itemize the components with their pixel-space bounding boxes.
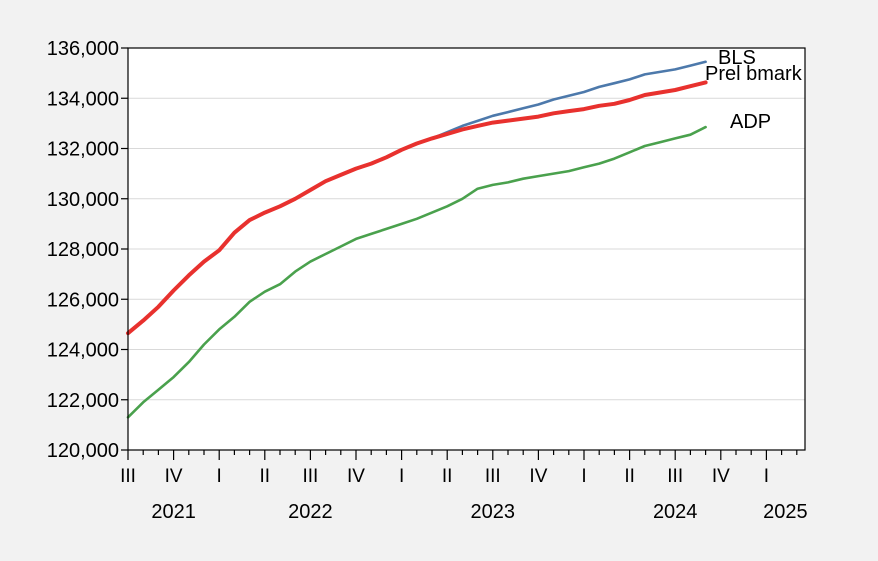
series-lines [126, 60, 708, 419]
x-quarter-label: IV [347, 466, 365, 487]
x-quarter-label: I [764, 466, 769, 487]
x-year-label: 2022 [288, 501, 333, 523]
y-tick-label: 122,000 [47, 390, 119, 412]
x-quarter-label: I [217, 466, 222, 487]
y-tick-label: 124,000 [47, 340, 119, 362]
x-quarter-label: III [485, 466, 501, 487]
y-tick-label: 130,000 [47, 189, 119, 211]
series-label-adp: ADP [730, 111, 771, 133]
x-quarter-label: III [120, 466, 136, 487]
x-quarter-label: III [302, 466, 318, 487]
x-year-label: 2023 [471, 501, 516, 523]
series-end-labels: BLS Prel bmark ADP [705, 47, 803, 133]
plot-frame [127, 47, 806, 451]
x-quarter-label: III [667, 466, 683, 487]
x-quarter-label: I [399, 466, 404, 487]
x-quarter-label: IV [529, 466, 547, 487]
y-tick-label: 134,000 [47, 88, 119, 110]
x-quarter-label: II [260, 466, 271, 487]
y-tick-label: 128,000 [47, 239, 119, 261]
axis-tick-labels: 136,000 134,000 132,000 130,000 128,000 126,0… [47, 38, 808, 523]
series-label-bls: BLS [718, 47, 756, 69]
x-year-label: 2025 [763, 501, 808, 523]
x-quarter-label: IV [165, 466, 183, 487]
x-quarter-label: II [624, 466, 635, 487]
axis-ticks [121, 47, 798, 460]
y-tick-label: 136,000 [47, 38, 119, 60]
series-line-prel-bmark [126, 80, 708, 336]
y-tick-label: 132,000 [47, 139, 119, 161]
x-year-label: 2021 [151, 501, 196, 523]
x-quarter-label: II [442, 466, 453, 487]
series-line-adp [126, 125, 707, 419]
y-tick-label: 126,000 [47, 289, 119, 311]
y-tick-label: 120,000 [47, 440, 119, 462]
x-year-label: 2024 [653, 501, 698, 523]
series-label-prel-bmark: Prel bmark [705, 63, 803, 85]
gridlines [128, 97, 805, 401]
x-quarter-label: IV [712, 466, 730, 487]
x-quarter-label: I [581, 466, 586, 487]
